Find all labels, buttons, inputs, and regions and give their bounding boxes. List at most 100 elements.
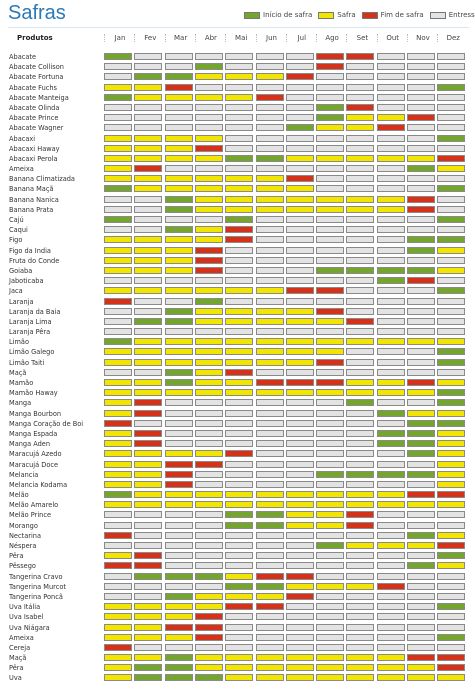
table-row: Goiaba (0, 266, 475, 276)
month-cell (376, 582, 405, 590)
month-cell (134, 83, 163, 91)
legend-swatch-fim (361, 11, 378, 19)
month-cell (437, 266, 466, 274)
month-cell (407, 185, 435, 193)
month-cell (194, 470, 223, 478)
month-cell (194, 236, 223, 244)
product-name: Banana Prata (9, 205, 54, 214)
month-cell (194, 542, 223, 549)
legend-swatch-safra (318, 11, 335, 19)
month-cell (316, 429, 345, 437)
product-name: Jaca (9, 287, 23, 296)
month-cell (194, 491, 223, 499)
month-cell (164, 613, 193, 621)
month-cell (346, 348, 375, 356)
month-cell (134, 297, 163, 305)
month-cell (285, 226, 314, 234)
table-row: Nectarina (0, 531, 475, 541)
month-cell (346, 226, 375, 234)
month-cell (407, 470, 435, 478)
product-name: Laranja Pêra (9, 328, 51, 337)
month-cell (407, 328, 435, 336)
legend: Início de safra Safra Fim de safra Entre… (244, 11, 475, 19)
product-name: Banana Climatizada (9, 175, 75, 184)
month-cell (376, 53, 405, 60)
month-cell (164, 256, 193, 264)
title-divider (8, 27, 469, 28)
month-cell (225, 73, 254, 81)
month-cell (285, 328, 314, 336)
month-cell (346, 603, 375, 611)
month-cell (376, 368, 405, 376)
month-cell (134, 358, 163, 366)
product-name: Jaboticaba (9, 277, 44, 286)
table-row: Caqui (0, 225, 475, 235)
month-cell (407, 83, 435, 91)
month-cell (316, 53, 345, 60)
month-cell (376, 246, 405, 254)
table-row: Melancia (0, 470, 475, 480)
month-cell (316, 103, 345, 111)
month-cell (285, 531, 314, 539)
month-cell (134, 491, 163, 499)
table-row: Tangerina Poncã (0, 592, 475, 602)
month-cell (225, 531, 254, 539)
month-cell (346, 287, 375, 295)
month-cell (316, 93, 345, 101)
month-cell (437, 236, 466, 244)
product-name: Tangerina Murcot (9, 582, 66, 591)
month-cell (104, 643, 132, 651)
month-cell (407, 603, 435, 611)
product-name: Manga Coração de Boi (9, 419, 84, 428)
month-cell (164, 185, 193, 193)
month-cell (346, 582, 375, 590)
month-cell (437, 83, 466, 91)
month-cell (255, 236, 284, 244)
month-cell (437, 103, 466, 111)
month-cell (407, 592, 435, 600)
month-cell (316, 399, 345, 407)
month-cell (437, 592, 466, 600)
product-name: Abacate (9, 53, 37, 61)
product-name: Uva Niágara (9, 623, 50, 632)
legend-label-entressafra: Entressafra (448, 11, 475, 19)
month-cell (407, 297, 435, 305)
month-cell (316, 216, 345, 223)
month-cell (225, 216, 254, 223)
month-cell (316, 205, 345, 213)
month-cell (104, 399, 132, 407)
month-cell (255, 93, 284, 101)
month-cell (407, 521, 435, 529)
month-cell (255, 297, 284, 305)
month-cell (346, 317, 375, 325)
month-cell (164, 603, 193, 611)
month-cell (164, 216, 193, 223)
month-cell (225, 511, 254, 519)
month-cell (194, 511, 223, 519)
month-cell (285, 266, 314, 274)
month-cell (194, 154, 223, 162)
month-cell (407, 501, 435, 509)
month-cell (194, 328, 223, 336)
month-cell (437, 582, 466, 590)
month-header: Jan (104, 34, 135, 42)
table-row: Mamão (0, 378, 475, 388)
month-cell (104, 664, 132, 672)
month-cell (407, 93, 435, 101)
month-cell (225, 297, 254, 305)
month-cell (346, 379, 375, 386)
month-cell (346, 664, 375, 672)
month-cell (255, 674, 284, 682)
month-cell (104, 73, 132, 81)
month-cell (407, 389, 435, 397)
month-cell (285, 287, 314, 295)
month-cell (376, 562, 405, 570)
month-cell (104, 103, 132, 111)
month-cell (316, 73, 345, 81)
month-cell (104, 379, 132, 386)
month-cell (255, 480, 284, 488)
month-cell (255, 124, 284, 132)
month-cell (346, 460, 375, 468)
month-header: Abr (194, 34, 226, 42)
month-cell (407, 358, 435, 366)
